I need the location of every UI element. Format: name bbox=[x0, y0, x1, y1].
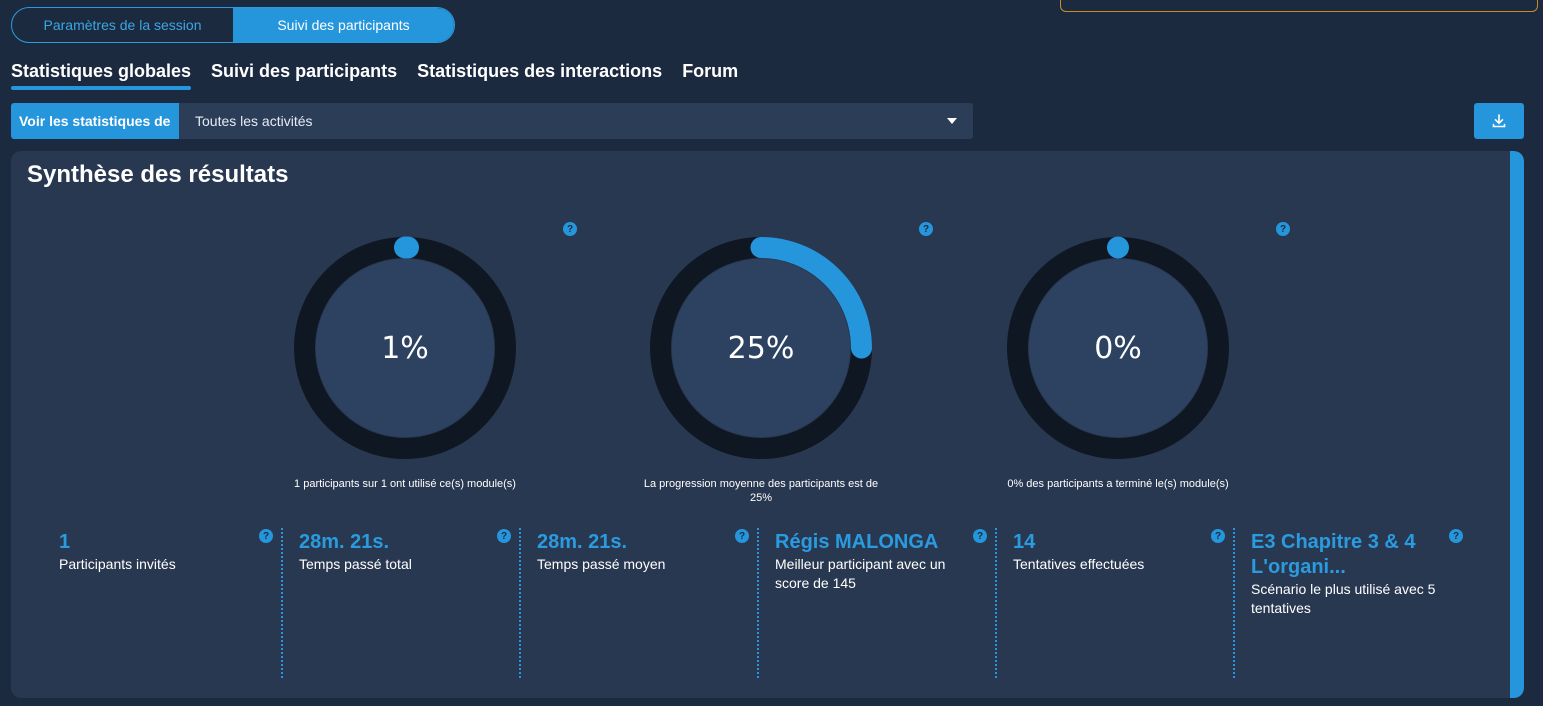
help-icon[interactable]: ? bbox=[563, 222, 577, 236]
gauge-usage-value: 1% bbox=[381, 330, 429, 366]
gauge-completion-value: 0% bbox=[1094, 330, 1142, 366]
stat-value: 28m. 21s. bbox=[537, 531, 628, 553]
panel-scrollbar[interactable] bbox=[1510, 151, 1524, 698]
stats-row: ? 1 Participants invités ? 28m. 21s. Tem… bbox=[43, 528, 1471, 678]
stat-label: Scénario le plus utilisé avec 5 tentativ… bbox=[1251, 581, 1436, 616]
tab-global-stats[interactable]: Statistiques globales bbox=[11, 61, 192, 90]
gauge-inner bbox=[316, 259, 494, 437]
gauge-completion-caption: 0% des participants a terminé le(s) modu… bbox=[1007, 478, 1229, 490]
help-icon[interactable]: ? bbox=[1276, 222, 1290, 236]
gauge-inner bbox=[672, 259, 850, 437]
gauge-progress-caption: La progression moyenne des participants … bbox=[643, 478, 879, 504]
stat-attempts: ? 14 Tentatives effectuées bbox=[995, 528, 1233, 678]
gauge-usage-ring bbox=[294, 236, 516, 459]
gauge-completion: 0% bbox=[1006, 236, 1230, 460]
session-settings-button[interactable]: Paramètres de la session bbox=[43, 17, 202, 33]
stat-total-time: ? 28m. 21s. Temps passé total bbox=[281, 528, 519, 678]
filter-label: Voir les statistiques de bbox=[11, 103, 179, 139]
gauge-inner bbox=[1029, 259, 1207, 437]
gauge-usage-caption: 1 participants sur 1 ont utilisé ce(s) m… bbox=[294, 478, 516, 490]
help-icon[interactable]: ? bbox=[259, 529, 273, 543]
stat-label: Tentatives effectuées bbox=[1013, 556, 1145, 572]
session-toggle: Paramètres de la session Suivi des parti… bbox=[11, 7, 455, 43]
gauge-usage: 1% bbox=[293, 236, 517, 460]
gauge-progress-ring bbox=[650, 237, 872, 459]
gauge-progress: 25% bbox=[649, 236, 873, 460]
gauge-progress-mark bbox=[397, 236, 419, 259]
help-icon[interactable]: ? bbox=[735, 529, 749, 543]
stat-label: Meilleur participant avec un score de 14… bbox=[775, 556, 946, 591]
stat-label: Participants invités bbox=[59, 556, 176, 572]
stat-label: Temps passé moyen bbox=[537, 556, 666, 572]
download-icon bbox=[1492, 114, 1506, 128]
download-button[interactable] bbox=[1474, 103, 1524, 139]
tab-forum[interactable]: Forum bbox=[682, 61, 739, 81]
help-icon[interactable]: ? bbox=[1211, 529, 1225, 543]
stat-value: E3 Chapitre 3 & 4 L'organi... bbox=[1251, 531, 1416, 578]
stat-value: 1 bbox=[59, 531, 71, 553]
stats-filter: Voir les statistiques de Toutes les acti… bbox=[11, 103, 973, 139]
gauge-progress-mark bbox=[1107, 236, 1129, 259]
stat-value: 14 bbox=[1013, 531, 1036, 553]
gauge-progress-value: 25% bbox=[727, 330, 795, 366]
gauge-progress-arc bbox=[750, 237, 872, 359]
help-icon[interactable]: ? bbox=[973, 529, 987, 543]
stat-value: 28m. 21s. bbox=[299, 531, 390, 553]
stat-label: Temps passé total bbox=[299, 556, 412, 572]
stat-value: Régis MALONGA bbox=[775, 531, 939, 553]
activity-select[interactable]: Toutes les activités bbox=[179, 103, 973, 139]
stat-top-scenario: ? E3 Chapitre 3 & 4 L'organi... Scénario… bbox=[1233, 528, 1471, 678]
chevron-down-icon bbox=[947, 118, 957, 124]
help-icon[interactable]: ? bbox=[1449, 529, 1463, 543]
results-summary-panel: Synthèse des résultats ? 1% 1 participan… bbox=[11, 151, 1524, 698]
tab-interaction-stats[interactable]: Statistiques des interactions bbox=[417, 61, 663, 81]
stat-average-time: ? 28m. 21s. Temps passé moyen bbox=[519, 528, 757, 678]
top-right-box bbox=[1060, 0, 1538, 12]
stats-tabs: Statistiques globales Suivi des particip… bbox=[11, 61, 738, 90]
activity-select-value: Toutes les activités bbox=[195, 113, 313, 129]
stat-invited-participants: ? 1 Participants invités bbox=[43, 528, 281, 678]
help-icon[interactable]: ? bbox=[497, 529, 511, 543]
help-icon[interactable]: ? bbox=[919, 222, 933, 236]
participant-tracking-button[interactable]: Suivi des participants bbox=[233, 8, 454, 42]
stat-best-participant: ? Régis MALONGA Meilleur participant ave… bbox=[757, 528, 995, 678]
tab-participant-tracking[interactable]: Suivi des participants bbox=[211, 61, 398, 81]
panel-title: Synthèse des résultats bbox=[27, 161, 289, 188]
gauge-completion-ring bbox=[1007, 236, 1229, 459]
